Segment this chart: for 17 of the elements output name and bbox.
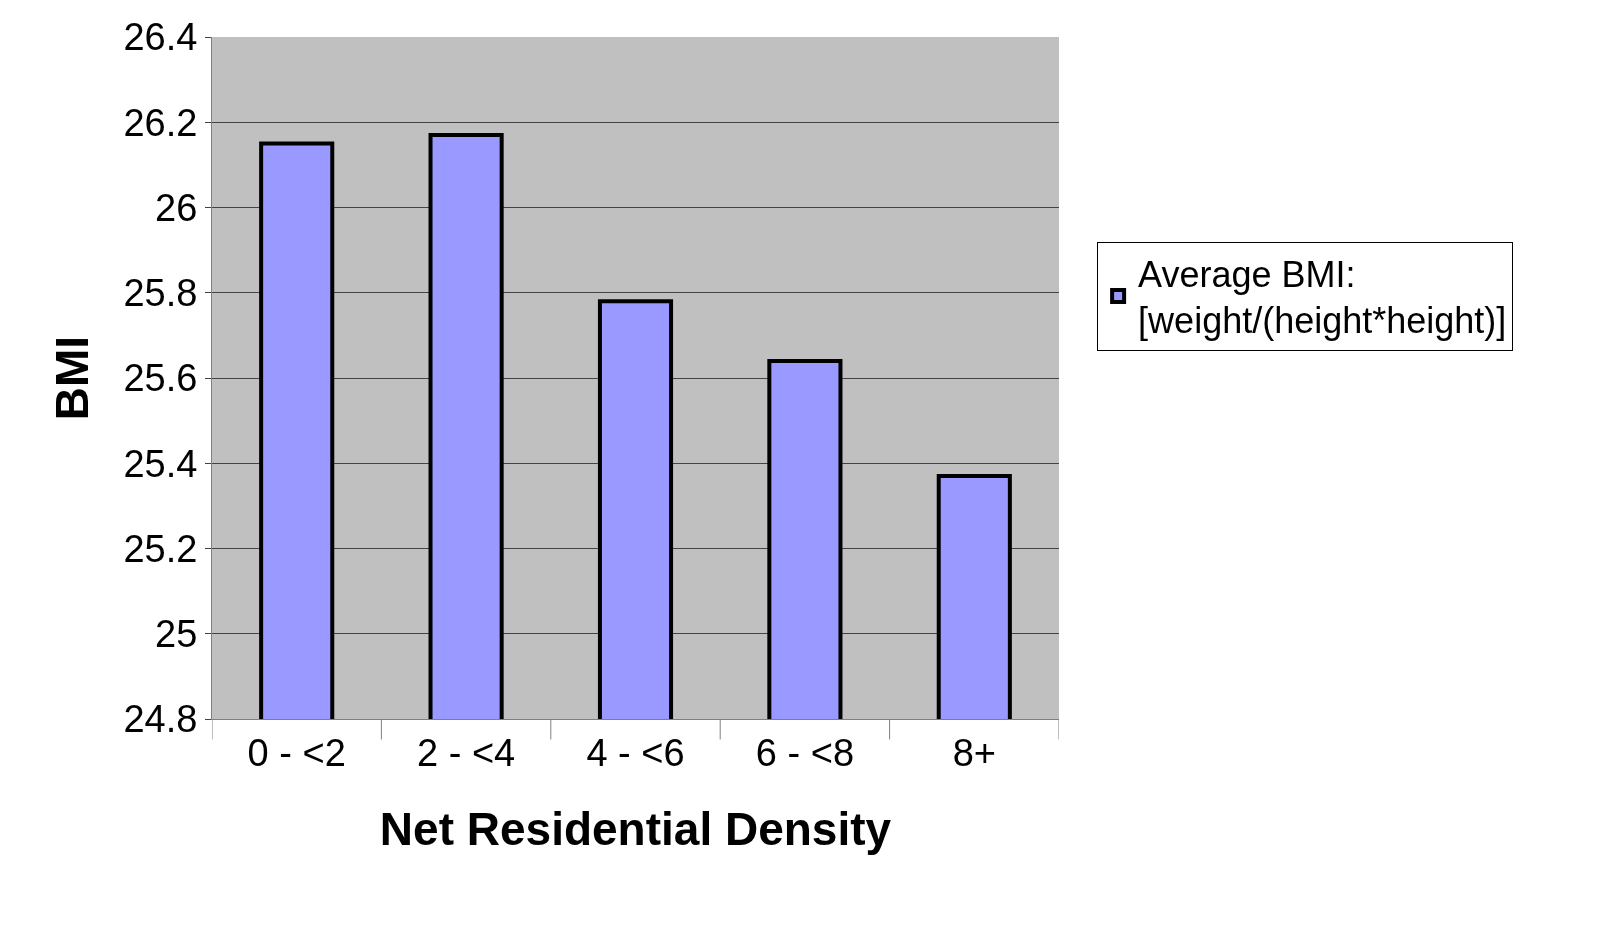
y-tick-label: 24.8: [123, 698, 198, 741]
x-tick-label: 0 - <2: [247, 731, 346, 774]
y-tick-label: 25.8: [123, 272, 198, 315]
y-axis-title: BMI: [45, 335, 98, 421]
x-tick-label: 4 - <6: [586, 731, 685, 774]
y-tick-label: 25.6: [123, 357, 198, 400]
legend-label: Average BMI: [weight/(height*height)]: [1138, 253, 1507, 342]
y-tick-label: 26.4: [123, 16, 198, 59]
y-tick-label: 26: [155, 186, 198, 229]
y-tick-label: 25.2: [123, 527, 198, 570]
x-axis-title: Net Residential Density: [379, 803, 892, 856]
x-tick-label: 6 - <8: [755, 731, 855, 774]
x-tick-label: 8+: [952, 731, 996, 774]
x-tick-label: 2 - <4: [416, 731, 516, 774]
y-tick-label: 25.4: [123, 442, 198, 485]
y-tick-label: 25: [155, 613, 198, 656]
y-tick-label: 26.2: [123, 101, 198, 144]
